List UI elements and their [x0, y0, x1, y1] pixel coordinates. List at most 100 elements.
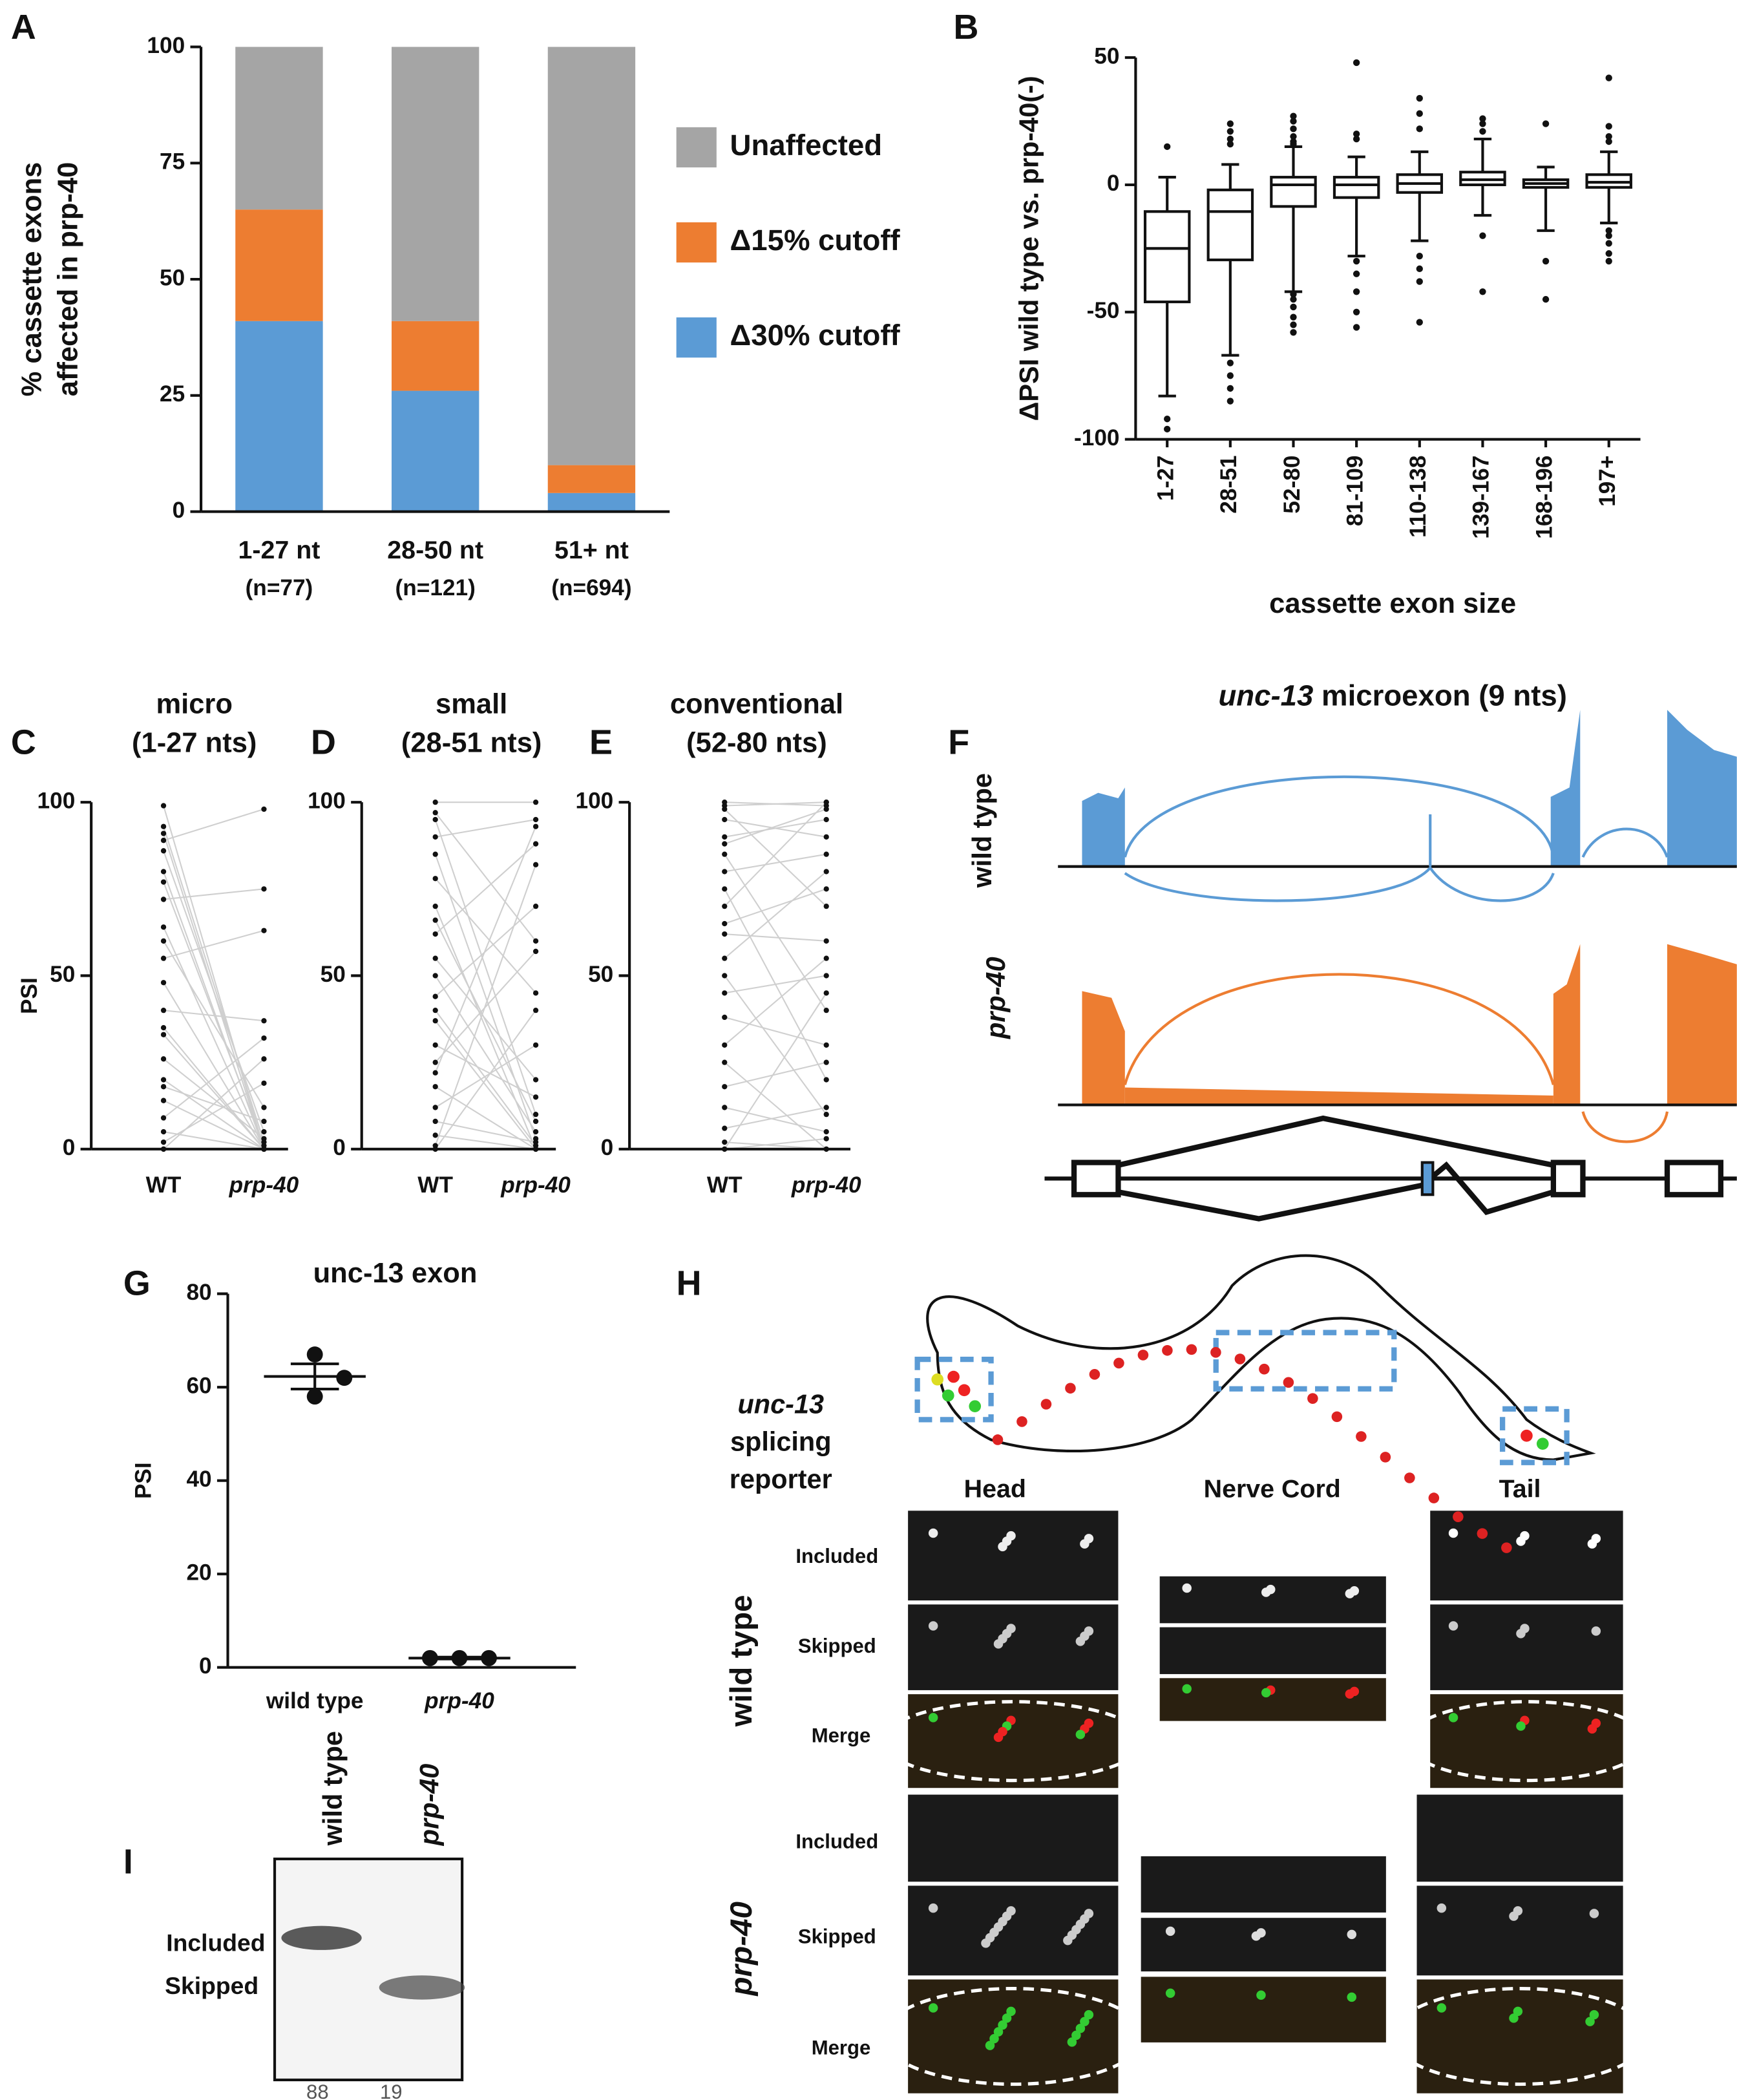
outlier [1290, 313, 1297, 321]
row-label: Included [795, 1830, 878, 1852]
cell [1182, 1583, 1192, 1593]
sashimi-title: unc-13 microexon (9 nts) [1218, 679, 1566, 712]
pair-line [163, 1079, 265, 1150]
x-tick-label: 1-27 [1153, 456, 1178, 502]
point [532, 1112, 539, 1118]
point [160, 924, 167, 930]
gel-image [273, 1857, 464, 2081]
x-tick-label: WT [707, 1172, 742, 1198]
cell [1075, 2023, 1086, 2033]
pair-line [724, 801, 827, 907]
point [823, 834, 829, 840]
point [432, 1059, 438, 1065]
outlier [1353, 308, 1360, 315]
y-tick-label: 50 [50, 962, 75, 987]
cell [998, 2020, 1007, 2030]
cell [1071, 2030, 1081, 2041]
point [823, 973, 829, 979]
reporter-label: splicing [730, 1427, 832, 1457]
worm-outline [926, 1254, 1596, 1461]
pair-line [163, 882, 265, 1146]
y-tick-label: 0 [63, 1135, 76, 1160]
cell [1521, 1429, 1533, 1442]
outlier [1416, 278, 1423, 285]
cell [1165, 1926, 1175, 1936]
point [532, 800, 539, 805]
cell [1453, 1511, 1464, 1522]
outlier [1164, 143, 1171, 151]
cell [1477, 1528, 1488, 1539]
micrograph [1159, 1576, 1386, 1624]
outlier [1416, 265, 1423, 273]
y-tick-label: 75 [160, 149, 185, 175]
outlier [1164, 415, 1171, 423]
lane-label: prp-40 [414, 1764, 444, 1847]
bar-segment [391, 390, 479, 512]
outlier [1226, 385, 1234, 392]
outlier [1290, 303, 1297, 311]
y-tick-label: 0 [333, 1135, 346, 1160]
pair-line [724, 957, 827, 1046]
junction-arc [1581, 827, 1669, 858]
pair-line [434, 819, 537, 1115]
point [160, 879, 167, 885]
outlier [1226, 128, 1234, 135]
panel-letters: A B C D E F G H I [11, 8, 979, 1882]
row-label: Merge [812, 1724, 871, 1747]
point [823, 806, 829, 812]
point [160, 1084, 167, 1090]
point [532, 816, 539, 823]
y-axis-label: ΔPSI wild type vs. prp-40(-) [1014, 76, 1044, 421]
point [722, 955, 728, 961]
outlier [1226, 359, 1234, 366]
outlier [1353, 131, 1360, 138]
outlier [1605, 123, 1612, 130]
micrograph [1159, 1678, 1386, 1721]
column-label: Head [964, 1475, 1026, 1503]
outlier [1605, 74, 1612, 81]
micrograph [1416, 1979, 1623, 2094]
point [722, 1105, 728, 1110]
cell [1259, 1363, 1270, 1375]
x-tick-label: 81-109 [1342, 456, 1367, 527]
point [432, 1042, 438, 1048]
y-tick-label: 50 [588, 962, 613, 987]
panel-label: H [677, 1264, 702, 1302]
point [261, 1129, 267, 1135]
pair-line [163, 1037, 265, 1119]
outlier [1226, 398, 1234, 405]
x-tick-label: 28-50 nt [387, 536, 483, 564]
pair-line [163, 1058, 265, 1140]
point [451, 1649, 468, 1666]
cell [1513, 2006, 1523, 2017]
x-tick-label: 197+ [1595, 456, 1620, 507]
cell [1516, 1629, 1526, 1639]
cell [958, 1384, 971, 1397]
pair-line [724, 975, 826, 994]
cell [1356, 1431, 1367, 1442]
coverage [1553, 944, 1581, 1105]
outlier [1226, 120, 1234, 127]
junction-arc [1581, 1111, 1669, 1143]
outlier [1290, 291, 1297, 298]
point [823, 1129, 829, 1135]
pair-line [724, 1107, 826, 1129]
y-tick-label: 20 [186, 1560, 211, 1585]
cell [1501, 1542, 1512, 1553]
pair-line [434, 864, 537, 1146]
point [160, 896, 167, 902]
pair-line [724, 801, 826, 807]
pair-line [724, 854, 827, 1011]
point [532, 1129, 539, 1135]
cell [1256, 1990, 1266, 2000]
chart-title: unc-13 exon [313, 1258, 478, 1289]
pair-line [724, 933, 826, 942]
panel-label: C [11, 723, 36, 761]
outlier [1416, 125, 1423, 133]
point [823, 1077, 829, 1083]
chart-subtitle: (52-80 nts) [686, 728, 827, 759]
band-label: Included [166, 1929, 265, 1956]
row-label: Included [795, 1545, 878, 1567]
column-label: Nerve Cord [1204, 1475, 1341, 1503]
outlier [1479, 128, 1486, 135]
